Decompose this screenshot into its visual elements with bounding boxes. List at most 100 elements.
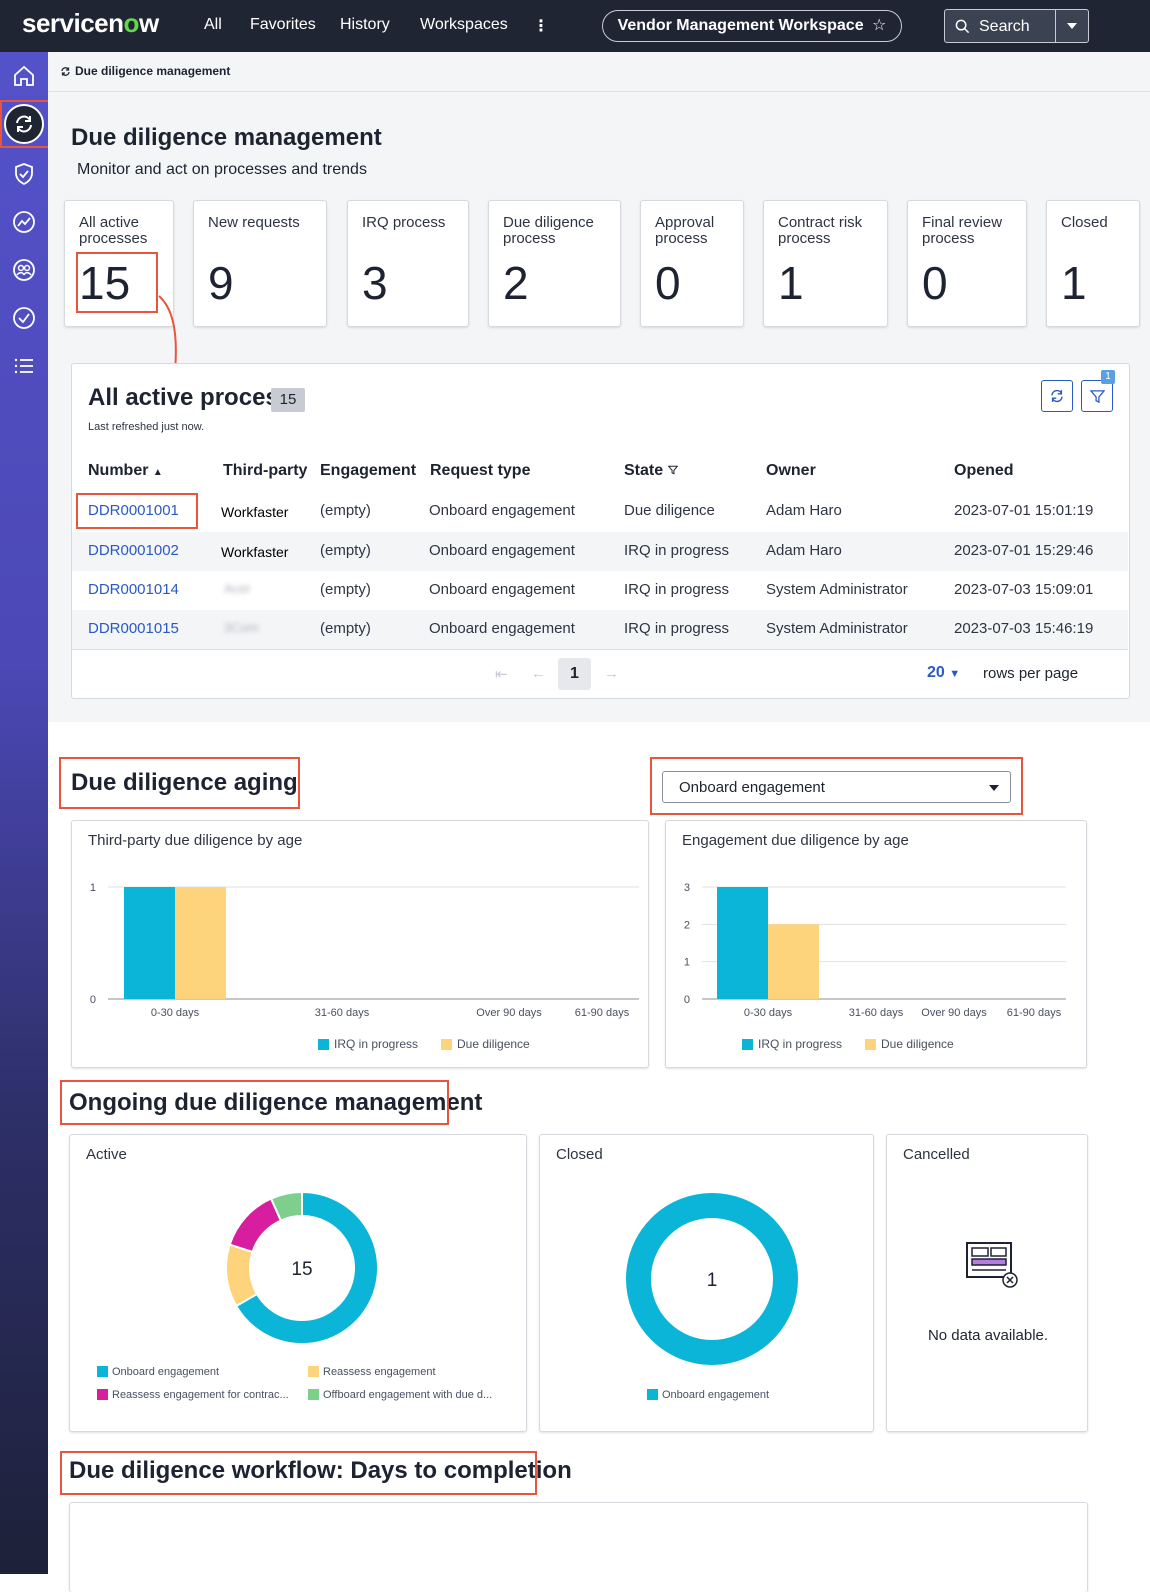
column-header-engagement[interactable]: Engagement — [320, 462, 417, 479]
kpi-new-requests[interactable]: New requests 9 — [193, 200, 327, 327]
shield-icon[interactable] — [10, 160, 38, 188]
legend-label: Onboard engagement — [662, 1389, 769, 1401]
last-refreshed: Last refreshed just now. — [88, 421, 205, 433]
next-page-icon[interactable]: → — [604, 665, 619, 682]
previous-page-icon[interactable]: ← — [531, 665, 546, 682]
legend-swatch — [97, 1366, 108, 1377]
page-subtitle: Monitor and act on processes and trends — [77, 161, 367, 178]
list-icon[interactable] — [10, 352, 38, 380]
table-row[interactable]: DDR0001002 Workfaster (empty) Onboard en… — [72, 532, 1128, 571]
record-number-link[interactable]: DDR0001001 — [88, 502, 179, 519]
record-number-link[interactable]: DDR0001002 — [88, 542, 179, 559]
kpi-label: All active processes — [79, 214, 148, 247]
star-icon[interactable]: ☆ — [872, 17, 887, 34]
third-party-cell: 3Com — [224, 620, 259, 635]
kpi-approval-process[interactable]: Approval process 0 — [640, 200, 744, 327]
legend-label: Due diligence — [881, 1037, 954, 1051]
request-type-cell: Onboard engagement — [429, 581, 575, 598]
breadcrumb-tab[interactable]: Due diligence management — [75, 64, 231, 78]
y-tick-label: 0 — [684, 994, 690, 1006]
column-header-third-party[interactable]: Third-party — [223, 462, 308, 479]
nav-all[interactable]: All — [204, 16, 222, 33]
highlight-ongoing-title — [60, 1080, 449, 1125]
engagement-cell: (empty) — [320, 581, 371, 598]
record-number-link[interactable]: DDR0001014 — [88, 581, 179, 598]
record-number-link[interactable]: DDR0001015 — [88, 620, 179, 637]
kpi-irq-process[interactable]: IRQ process 3 — [347, 200, 469, 327]
legend-label: Due diligence — [457, 1037, 530, 1051]
column-header-opened[interactable]: Opened — [954, 462, 1014, 479]
chart-card-engagement: Engagement due diligence by age 0 1 2 3 0-30… — [665, 820, 1087, 1068]
chart-title: Active — [86, 1146, 127, 1163]
kpi-final-review-process[interactable]: Final review process 0 — [907, 200, 1027, 327]
list-count-badge: 15 — [271, 388, 305, 412]
legend-swatch — [308, 1366, 319, 1377]
column-header-owner[interactable]: Owner — [766, 462, 816, 479]
legend-label: Reassess engagement for contrac... — [112, 1389, 289, 1401]
engagement-bar-chart: 0 1 2 3 0-30 days 31-60 days Over 90 days 61-90… — [684, 882, 1066, 1051]
refresh-icon — [61, 67, 70, 76]
kpi-label: Final review process — [922, 214, 1003, 247]
request-type-dropdown[interactable]: Onboard engagement — [662, 771, 1011, 803]
chart-title: Third-party due diligence by age — [88, 832, 303, 849]
engagement-cell: (empty) — [320, 542, 371, 559]
refresh-button[interactable] — [1041, 380, 1073, 412]
x-tick-label: 31-60 days — [315, 1007, 370, 1019]
kpi-due-diligence-process[interactable]: Due diligence process 2 — [488, 200, 621, 327]
kpi-contract-risk-process[interactable]: Contract risk process 1 — [763, 200, 888, 327]
nav-workspaces[interactable]: Workspaces — [420, 16, 508, 33]
kpi-closed[interactable]: Closed 1 — [1046, 200, 1140, 327]
kpi-label: IRQ process — [362, 214, 446, 231]
table-row[interactable]: DDR0001014 Acer (empty) Onboard engageme… — [72, 571, 1128, 610]
column-header-request-type[interactable]: Request type — [430, 462, 531, 479]
search-label: Search — [979, 18, 1030, 35]
current-page[interactable]: 1 — [558, 658, 591, 690]
kpi-value: 15 — [79, 257, 131, 309]
nav-favorites[interactable]: Favorites — [250, 16, 316, 33]
rows-per-page-select[interactable]: 20 ▼ — [927, 664, 960, 682]
table-row[interactable]: DDR0001001 Workfaster (empty) Onboard en… — [72, 492, 1128, 531]
kpi-value: 9 — [208, 257, 234, 309]
kpi-value: 1 — [778, 257, 804, 309]
legend-swatch — [308, 1389, 319, 1400]
ongoing-section-title: Ongoing due diligence management — [69, 1089, 483, 1116]
x-tick-label: Over 90 days — [921, 1007, 987, 1019]
page-title: Due diligence management — [71, 124, 382, 151]
home-icon[interactable] — [10, 62, 38, 90]
search-icon — [955, 19, 970, 34]
more-vertical-icon[interactable]: ⋮ — [533, 18, 549, 35]
nav-history[interactable]: History — [340, 16, 390, 33]
chart-card-third-party: Third-party due diligence by age 0 1 0-30 … — [71, 820, 649, 1068]
y-tick-label: 0 — [90, 994, 96, 1006]
check-circle-icon[interactable] — [10, 304, 38, 332]
kpi-all-active[interactable]: All active processes 15 — [64, 200, 174, 327]
global-search[interactable]: Search — [944, 9, 1089, 43]
chevron-down-icon[interactable] — [1066, 22, 1078, 30]
sidebar-item-due-diligence[interactable] — [4, 104, 44, 144]
highlight-sidebar-item — [0, 100, 55, 148]
top-navigation-bar: servicenow servicenow All Favorites Hist… — [0, 0, 1150, 52]
people-icon[interactable] — [10, 256, 38, 284]
engagement-cell: (empty) — [320, 502, 371, 519]
first-page-icon[interactable]: ⇤ — [495, 666, 508, 683]
column-label: Number — [88, 462, 149, 479]
breadcrumb: Due diligence management — [48, 52, 1150, 92]
workspace-switcher[interactable]: Vendor Management Workspace ☆ — [602, 10, 902, 42]
state-cell: Due diligence — [624, 502, 715, 519]
rows-per-page-label: rows per page — [983, 665, 1079, 682]
bar — [768, 924, 819, 999]
servicenow-logo[interactable]: servicenow — [22, 8, 159, 38]
x-tick-label: 61-90 days — [575, 1007, 630, 1019]
filter-button[interactable] — [1081, 380, 1113, 412]
sidebar — [0, 52, 48, 1574]
x-tick-label: Over 90 days — [476, 1007, 542, 1019]
column-header-state[interactable]: State — [624, 462, 679, 480]
column-header-number[interactable]: Number ▲ — [88, 462, 163, 480]
donut-card-cancelled: Cancelled No data available. — [886, 1134, 1088, 1432]
refresh-icon — [1051, 389, 1063, 403]
kpi-value: 3 — [362, 257, 388, 309]
workflow-section-title: Due diligence workflow: Days to completi… — [69, 1457, 572, 1484]
caret-down-icon — [989, 785, 999, 791]
table-row[interactable]: DDR0001015 3Com (empty) Onboard engageme… — [72, 610, 1128, 649]
analytics-icon[interactable] — [10, 208, 38, 236]
